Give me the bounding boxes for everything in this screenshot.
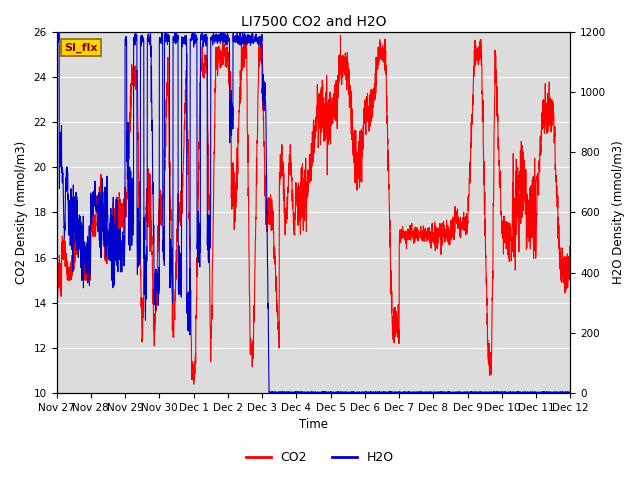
Title: LI7500 CO2 and H2O: LI7500 CO2 and H2O — [241, 15, 387, 29]
Y-axis label: H2O Density (mmol/m3): H2O Density (mmol/m3) — [612, 141, 625, 284]
Text: SI_flx: SI_flx — [64, 42, 98, 53]
Legend: CO2, H2O: CO2, H2O — [241, 446, 399, 469]
X-axis label: Time: Time — [299, 419, 328, 432]
Y-axis label: CO2 Density (mmol/m3): CO2 Density (mmol/m3) — [15, 141, 28, 284]
